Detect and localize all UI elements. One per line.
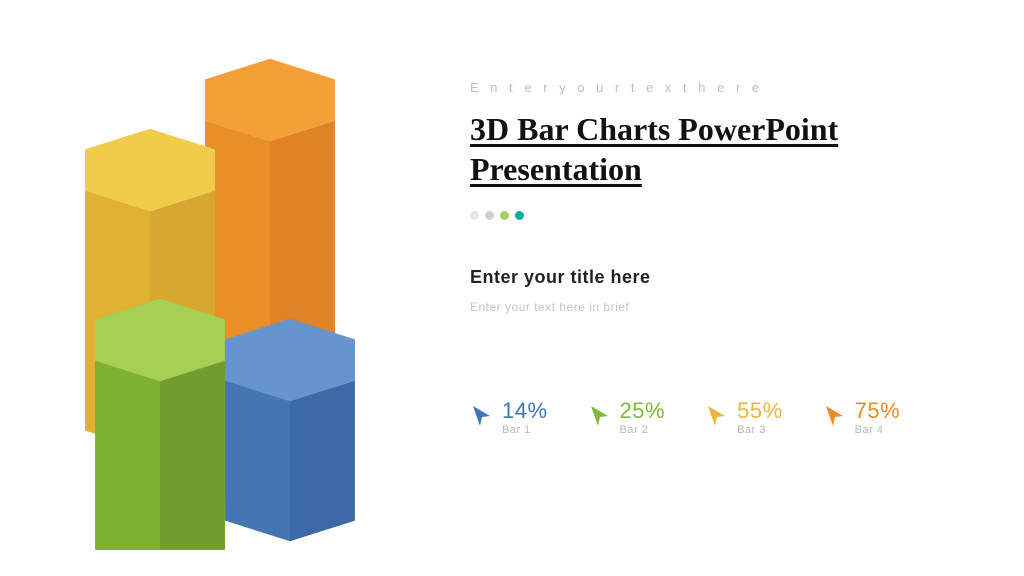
legend-value: 75% [855, 400, 901, 422]
accent-dot [515, 211, 524, 220]
hex-bar-chart [30, 30, 430, 550]
legend-value: 14% [502, 400, 548, 422]
hex-column-blue [225, 319, 355, 542]
legend-item: 14% Bar 1 [470, 400, 548, 436]
cursor-arrow-icon [823, 404, 847, 428]
subtitle: Enter your title here [470, 267, 990, 288]
accent-dots [470, 207, 990, 225]
subtext: Enter your text here in brief [470, 300, 990, 314]
accent-dot [470, 211, 479, 220]
text-block: E n t e r y o u r t e x t h e r e 3D Bar… [470, 80, 990, 314]
slide: E n t e r y o u r t e x t h e r e 3D Bar… [0, 0, 1024, 576]
legend: 14% Bar 1 25% Bar 2 55% Bar 3 75% Bar 4 [470, 400, 990, 436]
legend-value: 25% [620, 400, 666, 422]
legend-label: Bar 1 [502, 424, 548, 436]
legend-value: 55% [737, 400, 783, 422]
cursor-arrow-icon [588, 404, 612, 428]
legend-item: 25% Bar 2 [588, 400, 666, 436]
legend-item: 75% Bar 4 [823, 400, 901, 436]
cursor-arrow-icon [470, 404, 494, 428]
cursor-arrow-icon [705, 404, 729, 428]
legend-label: Bar 2 [620, 424, 666, 436]
legend-label: Bar 3 [737, 424, 783, 436]
legend-item: 55% Bar 3 [705, 400, 783, 436]
accent-dot [500, 211, 509, 220]
pretitle: E n t e r y o u r t e x t h e r e [470, 80, 990, 95]
main-title: 3D Bar Charts PowerPoint Presentation [470, 109, 990, 189]
hex-column-green [95, 299, 225, 550]
legend-label: Bar 4 [855, 424, 901, 436]
accent-dot [485, 211, 494, 220]
